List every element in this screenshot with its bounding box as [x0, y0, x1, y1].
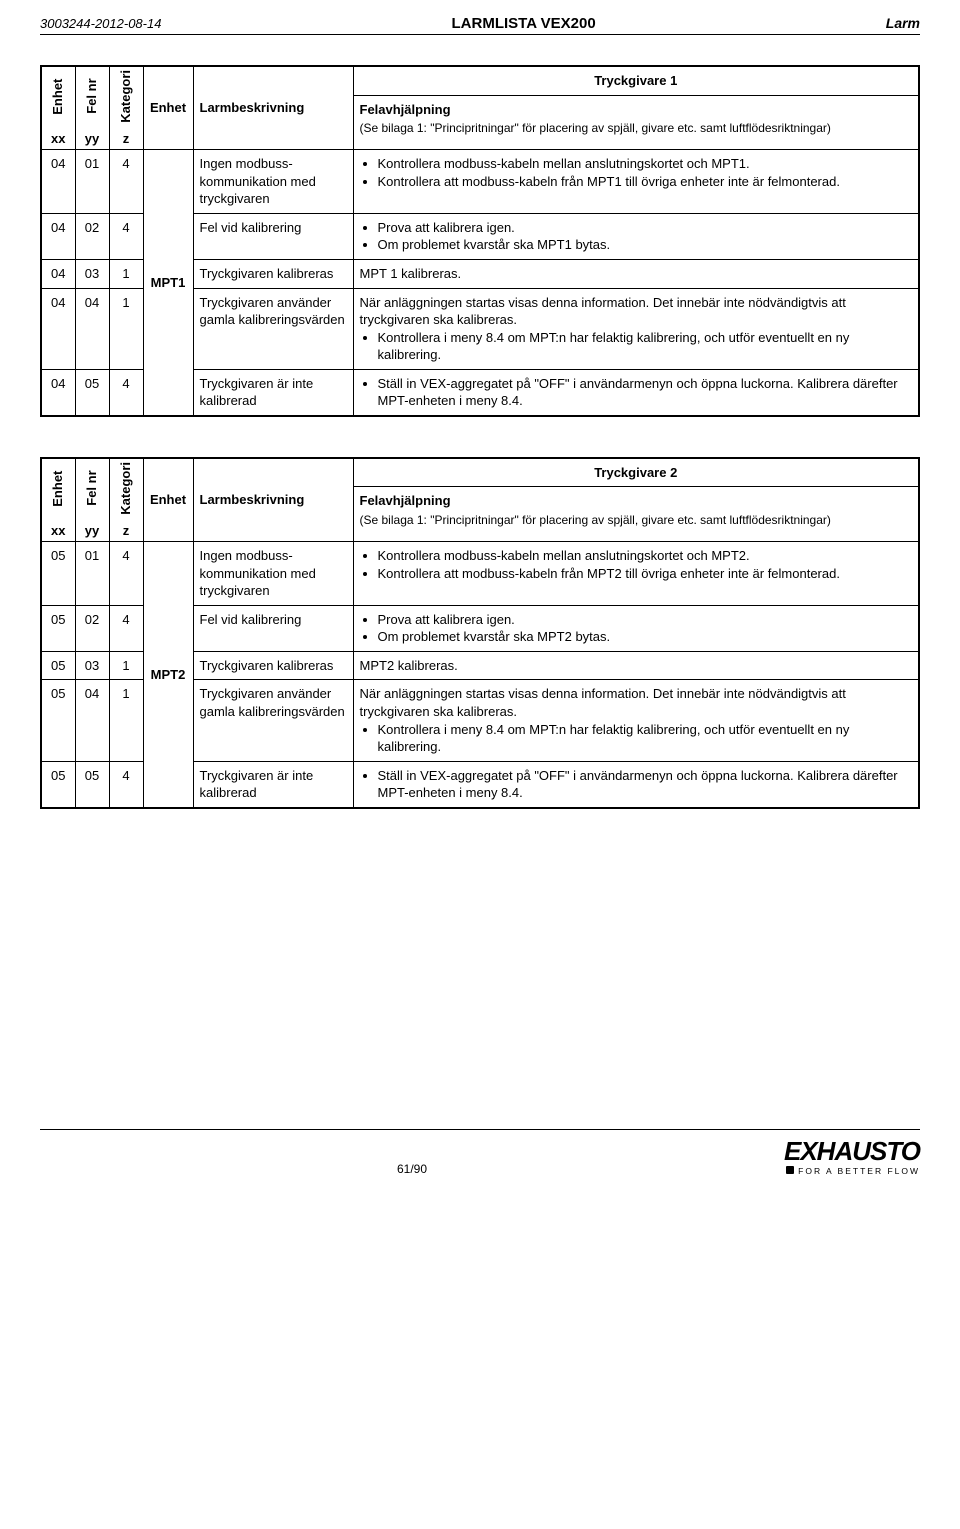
- help-bullet: Prova att kalibrera igen.: [378, 219, 913, 237]
- col-key-xx: xx: [41, 520, 75, 542]
- help-bullet: Kontrollera att modbuss-kabeln från MPT2…: [378, 565, 913, 583]
- table-title: Tryckgivare 1: [353, 66, 919, 95]
- code-cell: 02: [75, 213, 109, 259]
- col-felnr: Fel nr: [75, 458, 109, 520]
- description-cell: Ingen modbuss-kommunikation med tryckgiv…: [193, 542, 353, 606]
- page-header: 3003244-2012-08-14 LARMLISTA VEX200 Larm: [40, 15, 920, 35]
- logo-tagline: FOR A BETTER FLOW: [784, 1166, 920, 1176]
- code-cell: 05: [41, 605, 75, 651]
- col-help: Felavhjälpning(Se bilaga 1: "Principritn…: [353, 95, 919, 150]
- help-bullet: Ställ in VEX-aggregatet på "OFF" i använ…: [378, 375, 913, 410]
- col-enhet: Enhet: [41, 458, 75, 520]
- col-enhet-unit: Enhet: [143, 66, 193, 150]
- header-title: LARMLISTA VEX200: [452, 15, 596, 32]
- code-cell: 04: [41, 150, 75, 214]
- description-cell: Tryckgivaren kalibreras: [193, 651, 353, 680]
- help-bullet: Ställ in VEX-aggregatet på "OFF" i använ…: [378, 767, 913, 802]
- code-cell: 1: [109, 651, 143, 680]
- table-row: 04014MPT1Ingen modbuss-kommunikation med…: [41, 150, 919, 214]
- page-footer: 61/90 EXHAUSTO FOR A BETTER FLOW: [40, 1129, 920, 1176]
- code-cell: 02: [75, 605, 109, 651]
- help-bullet: Kontrollera i meny 8.4 om MPT:n har fela…: [378, 721, 913, 756]
- code-cell: 05: [41, 680, 75, 761]
- col-description: Larmbeskrivning: [193, 66, 353, 150]
- help-bullet: Kontrollera modbuss-kabeln mellan anslut…: [378, 547, 913, 565]
- code-cell: 05: [41, 542, 75, 606]
- table-row: 05014MPT2Ingen modbuss-kommunikation med…: [41, 542, 919, 606]
- table-title: Tryckgivare 2: [353, 458, 919, 487]
- description-cell: Fel vid kalibrering: [193, 213, 353, 259]
- col-kategori: Kategori: [109, 458, 143, 520]
- help-cell: Kontrollera modbuss-kabeln mellan anslut…: [353, 542, 919, 606]
- code-cell: 05: [41, 761, 75, 808]
- help-bullet: Om problemet kvarstår ska MPT2 bytas.: [378, 628, 913, 646]
- unit-cell: MPT2: [143, 542, 193, 808]
- col-felnr: Fel nr: [75, 66, 109, 128]
- help-bullet: Kontrollera modbuss-kabeln mellan anslut…: [378, 155, 913, 173]
- code-cell: 05: [41, 651, 75, 680]
- description-cell: Tryckgivaren är inte kalibrerad: [193, 369, 353, 416]
- code-cell: 1: [109, 288, 143, 369]
- help-bullet: Kontrollera i meny 8.4 om MPT:n har fela…: [378, 329, 913, 364]
- help-cell: Prova att kalibrera igen.Om problemet kv…: [353, 605, 919, 651]
- help-cell: När anläggningen startas visas denna inf…: [353, 288, 919, 369]
- description-cell: Tryckgivaren använder gamla kalibrerings…: [193, 288, 353, 369]
- col-enhet: Enhet: [41, 66, 75, 128]
- col-description: Larmbeskrivning: [193, 458, 353, 542]
- code-cell: 1: [109, 680, 143, 761]
- help-cell: När anläggningen startas visas denna inf…: [353, 680, 919, 761]
- code-cell: 03: [75, 260, 109, 289]
- code-cell: 4: [109, 369, 143, 416]
- code-cell: 01: [75, 150, 109, 214]
- code-cell: 04: [41, 260, 75, 289]
- description-cell: Tryckgivaren kalibreras: [193, 260, 353, 289]
- description-cell: Ingen modbuss-kommunikation med tryckgiv…: [193, 150, 353, 214]
- brand-logo: EXHAUSTO FOR A BETTER FLOW: [784, 1138, 920, 1176]
- col-key-yy: yy: [75, 128, 109, 150]
- code-cell: 4: [109, 213, 143, 259]
- col-key-yy: yy: [75, 520, 109, 542]
- help-cell: MPT 1 kalibreras.: [353, 260, 919, 289]
- help-bullet: Kontrollera att modbuss-kabeln från MPT1…: [378, 173, 913, 191]
- help-cell: MPT2 kalibreras.: [353, 651, 919, 680]
- col-kategori: Kategori: [109, 66, 143, 128]
- logo-text: EXHAUSTO: [784, 1138, 920, 1164]
- col-enhet-unit: Enhet: [143, 458, 193, 542]
- col-key-xx: xx: [41, 128, 75, 150]
- unit-cell: MPT1: [143, 150, 193, 416]
- help-bullet: Prova att kalibrera igen.: [378, 611, 913, 629]
- description-cell: Tryckgivaren använder gamla kalibrerings…: [193, 680, 353, 761]
- code-cell: 4: [109, 605, 143, 651]
- code-cell: 04: [41, 369, 75, 416]
- alarm-table: EnhetFel nrKategoriEnhetLarmbeskrivningT…: [40, 457, 920, 809]
- code-cell: 04: [41, 288, 75, 369]
- page-number: 61/90: [397, 1162, 427, 1176]
- code-cell: 4: [109, 542, 143, 606]
- header-section: Larm: [886, 15, 920, 31]
- description-cell: Fel vid kalibrering: [193, 605, 353, 651]
- col-help: Felavhjälpning(Se bilaga 1: "Principritn…: [353, 487, 919, 542]
- help-cell: Ställ in VEX-aggregatet på "OFF" i använ…: [353, 761, 919, 808]
- help-cell: Kontrollera modbuss-kabeln mellan anslut…: [353, 150, 919, 214]
- code-cell: 4: [109, 150, 143, 214]
- code-cell: 04: [41, 213, 75, 259]
- code-cell: 03: [75, 651, 109, 680]
- code-cell: 04: [75, 288, 109, 369]
- help-cell: Ställ in VEX-aggregatet på "OFF" i använ…: [353, 369, 919, 416]
- alarm-table: EnhetFel nrKategoriEnhetLarmbeskrivningT…: [40, 65, 920, 417]
- header-docid: 3003244-2012-08-14: [40, 16, 161, 31]
- code-cell: 1: [109, 260, 143, 289]
- description-cell: Tryckgivaren är inte kalibrerad: [193, 761, 353, 808]
- code-cell: 01: [75, 542, 109, 606]
- code-cell: 05: [75, 761, 109, 808]
- code-cell: 04: [75, 680, 109, 761]
- code-cell: 4: [109, 761, 143, 808]
- code-cell: 05: [75, 369, 109, 416]
- col-key-z: z: [109, 128, 143, 150]
- help-cell: Prova att kalibrera igen.Om problemet kv…: [353, 213, 919, 259]
- col-key-z: z: [109, 520, 143, 542]
- help-bullet: Om problemet kvarstår ska MPT1 bytas.: [378, 236, 913, 254]
